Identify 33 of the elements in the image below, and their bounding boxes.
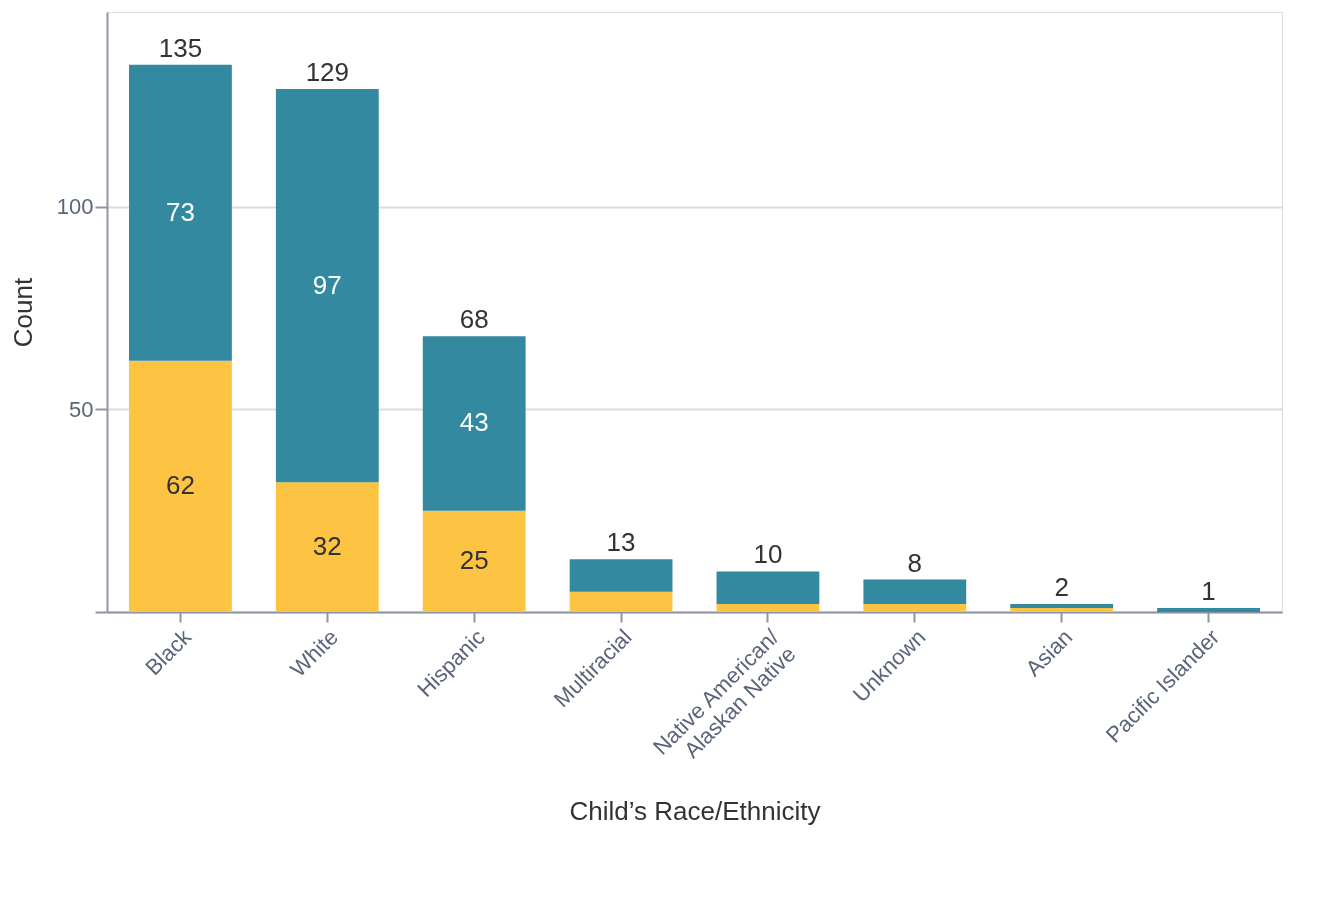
y-tick-label: 50 <box>69 396 94 422</box>
total-label: 2 <box>1054 571 1069 602</box>
bar <box>129 64 232 361</box>
data-label: 62 <box>165 470 195 501</box>
bar <box>1010 603 1114 608</box>
data-label: 97 <box>312 269 342 300</box>
total-label: 135 <box>158 32 203 63</box>
data-label: 32 <box>312 531 342 562</box>
bar <box>1157 607 1260 612</box>
y-axis-title: Count <box>7 277 38 348</box>
total-label: 10 <box>753 539 783 570</box>
total-label: 1 <box>1201 575 1216 606</box>
bar <box>716 571 820 604</box>
bar <box>863 603 967 612</box>
bar <box>129 360 232 612</box>
data-label: 25 <box>459 545 489 576</box>
bar <box>275 482 379 612</box>
bar <box>569 591 673 612</box>
total-label: 8 <box>907 547 923 578</box>
data-label: 73 <box>165 196 195 227</box>
bar <box>569 559 673 592</box>
bar <box>422 336 526 511</box>
bar <box>275 89 379 483</box>
total-label: 13 <box>606 527 636 558</box>
bar <box>422 510 526 612</box>
total-label: 68 <box>459 304 489 335</box>
y-tick-label: 100 <box>56 194 94 220</box>
data-label: 43 <box>459 407 489 438</box>
bar <box>716 603 820 612</box>
bar <box>1010 607 1114 612</box>
total-label: 129 <box>305 57 350 88</box>
x-axis-title: Child’s Race/Ethnicity <box>569 795 821 826</box>
bar <box>863 579 967 604</box>
